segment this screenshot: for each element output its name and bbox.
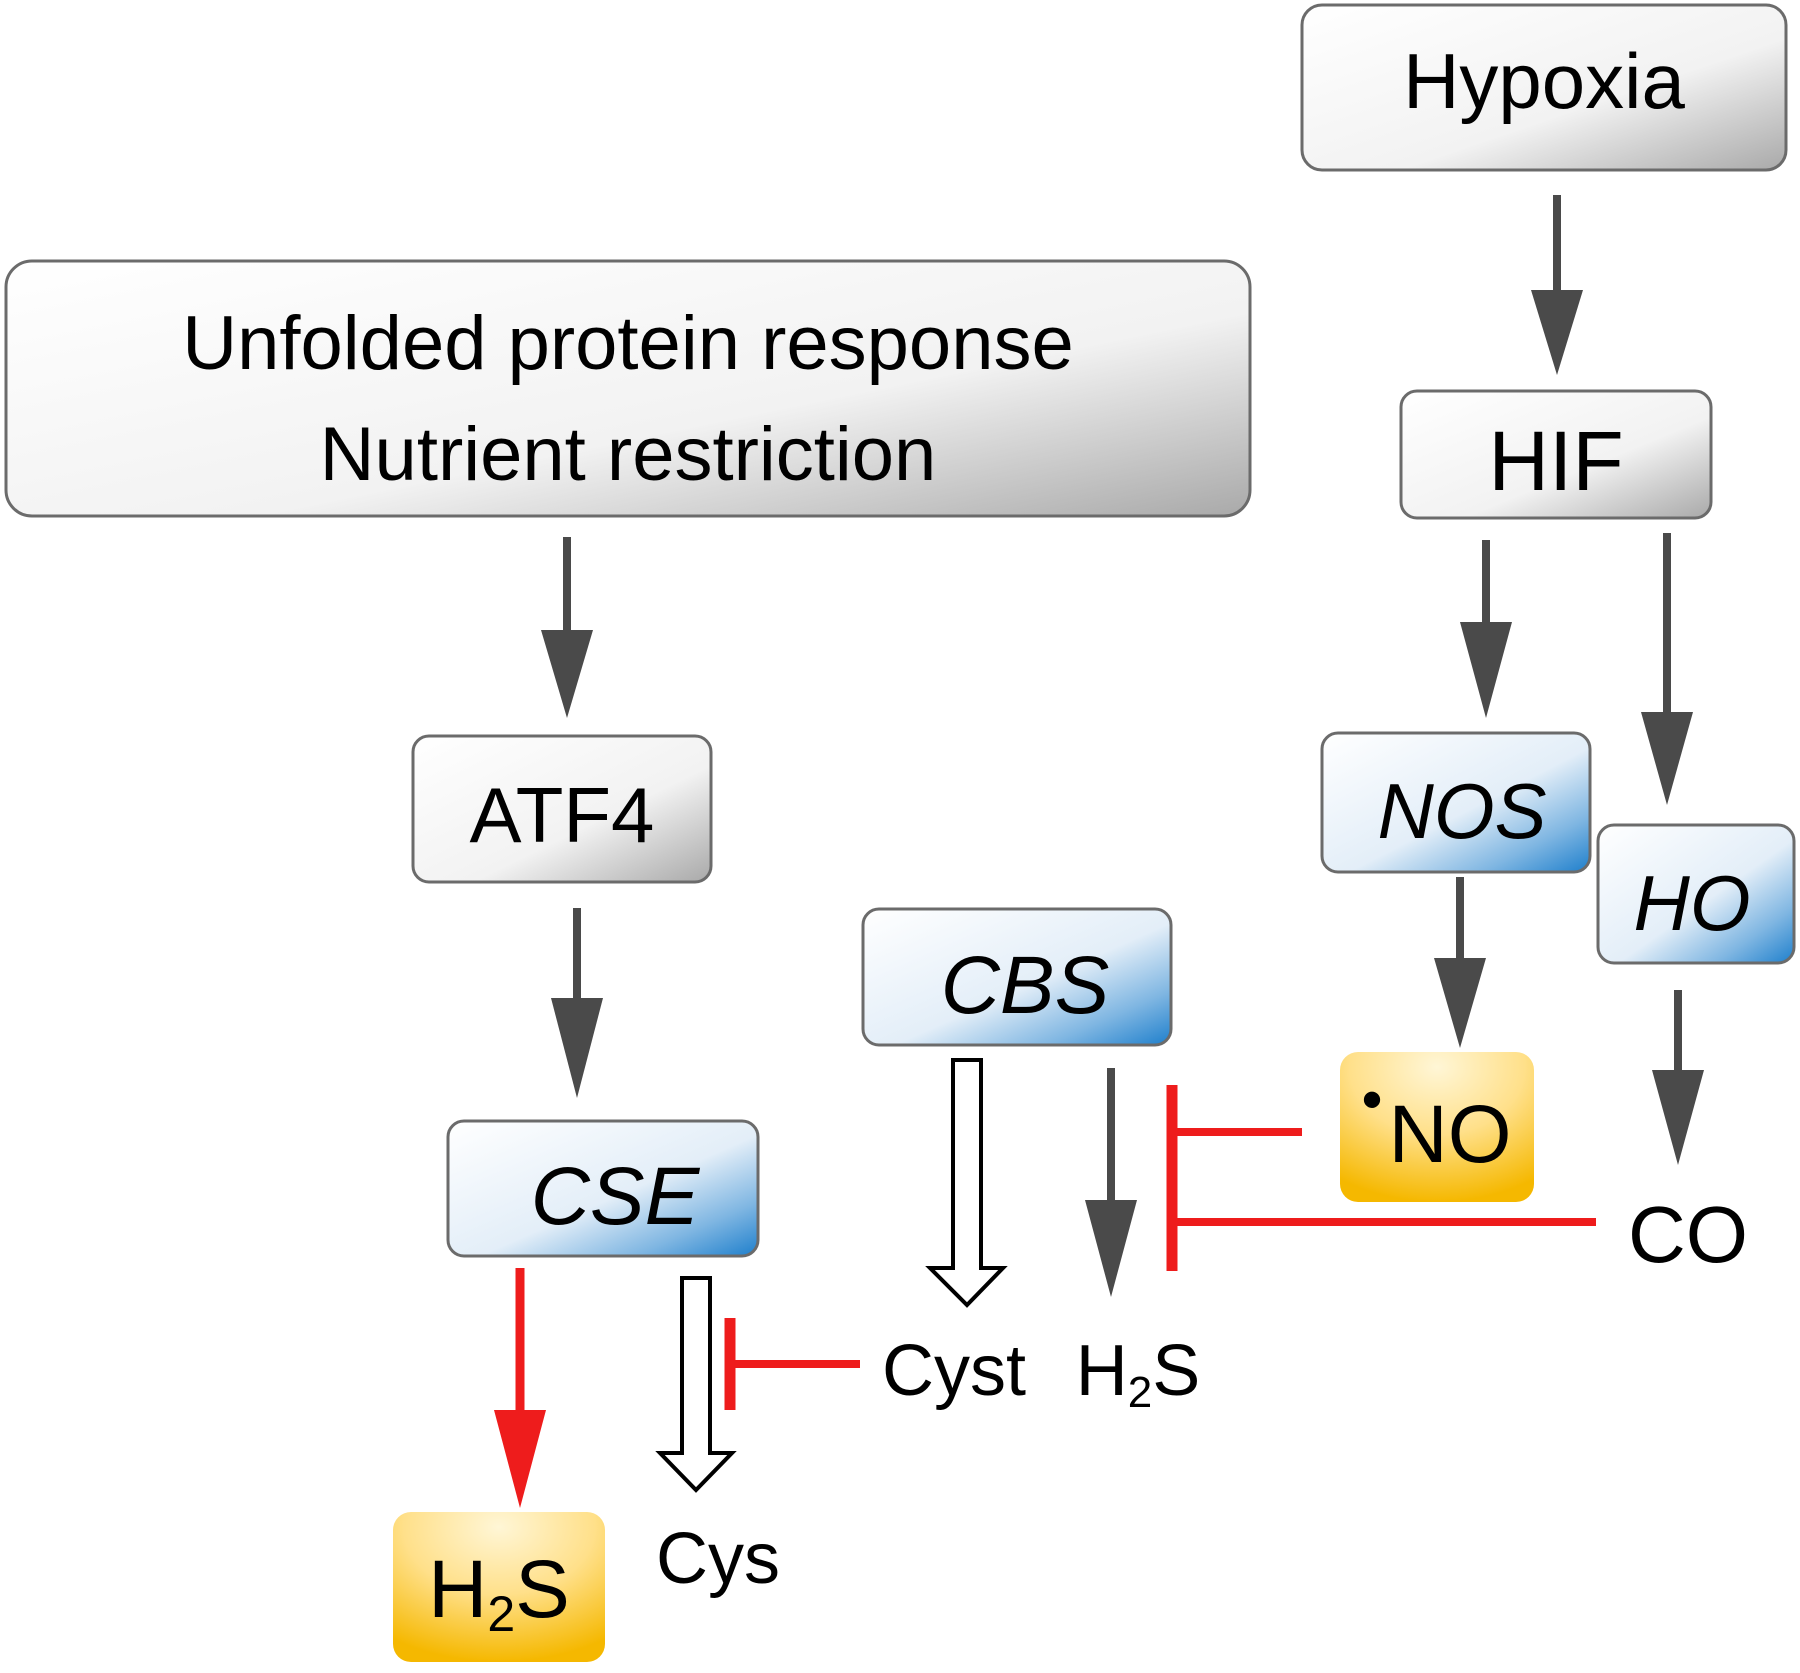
atf4-label: ATF4 <box>470 771 655 859</box>
ho-label: HO <box>1634 859 1751 947</box>
arrow-cbs-to-h2s <box>1085 1068 1137 1297</box>
co-label: CO <box>1628 1190 1748 1279</box>
no-radical-dot: • <box>1361 1066 1382 1133</box>
inhibit-no-to-h2s <box>1172 1085 1302 1178</box>
arrow-upr-to-atf4 <box>541 537 593 718</box>
h2s-cbs-label: H2S <box>1076 1331 1201 1417</box>
arrow-hif-to-nos <box>1460 540 1512 718</box>
nos-label: NOS <box>1377 767 1546 855</box>
nos-box: NOS <box>1322 733 1590 872</box>
hollow-arrow-cse-to-cys <box>660 1278 732 1490</box>
no-product-box: • NO <box>1340 1052 1534 1202</box>
hypoxia-label: Hypoxia <box>1403 37 1685 125</box>
cbs-box: CBS <box>863 909 1171 1045</box>
cse-box: CSE <box>448 1121 758 1256</box>
inhibit-cyst-to-cys <box>730 1318 860 1410</box>
hif-box: HIF <box>1401 391 1711 518</box>
cys-label: Cys <box>656 1519 780 1599</box>
h2s-product-h: H <box>428 1544 487 1635</box>
hif-label: HIF <box>1488 414 1623 508</box>
upr-box: Unfolded protein response Nutrient restr… <box>6 261 1250 516</box>
arrow-hypoxia-to-hif <box>1531 195 1583 375</box>
arrow-nos-to-no <box>1434 877 1486 1048</box>
cbs-label: CBS <box>941 940 1110 1031</box>
h2s-cbs-h: H <box>1076 1331 1128 1411</box>
cse-label: CSE <box>531 1151 701 1242</box>
arrow-cse-to-h2s <box>494 1268 546 1508</box>
arrow-hif-to-ho <box>1641 533 1693 805</box>
upr-label-line1: Unfolded protein response <box>182 301 1073 386</box>
ho-box: HO <box>1598 825 1794 963</box>
arrow-atf4-to-cse <box>551 908 603 1098</box>
h2s-product-s: S <box>515 1544 570 1635</box>
h2s-product-box: H2S <box>393 1512 605 1662</box>
h2s-cbs-sub: 2 <box>1128 1368 1152 1417</box>
arrow-ho-to-co <box>1652 990 1704 1165</box>
no-label: NO <box>1389 1089 1512 1180</box>
hollow-arrow-cbs-to-cyst <box>930 1060 1003 1305</box>
cyst-label: Cyst <box>882 1331 1026 1411</box>
h2s-product-sub: 2 <box>487 1586 515 1642</box>
upr-label-line2: Nutrient restriction <box>320 412 937 497</box>
hypoxia-box: Hypoxia <box>1302 5 1786 170</box>
atf4-box: ATF4 <box>413 736 711 882</box>
h2s-cbs-s: S <box>1152 1331 1200 1411</box>
